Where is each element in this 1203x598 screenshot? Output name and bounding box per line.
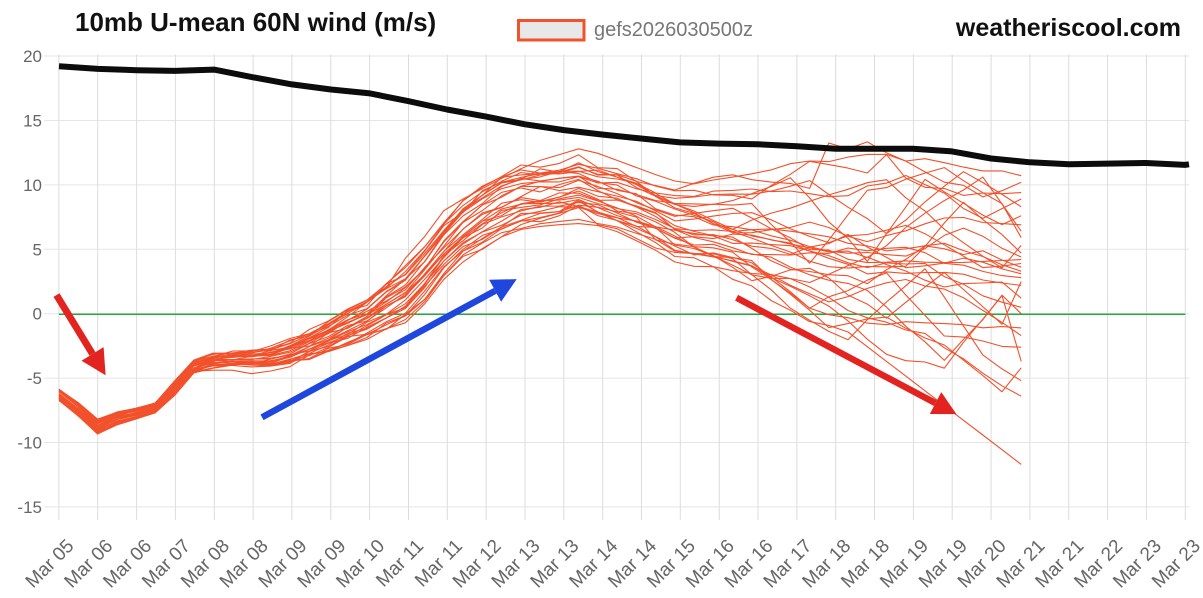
svg-text:0: 0 (33, 305, 42, 324)
svg-text:weatheriscool.com: weatheriscool.com (955, 14, 1181, 42)
svg-text:10mb U-mean 60N wind (m/s): 10mb U-mean 60N wind (m/s) (75, 7, 436, 37)
svg-text:-10: -10 (17, 434, 42, 453)
svg-text:5: 5 (33, 240, 42, 259)
svg-text:-15: -15 (17, 498, 42, 517)
svg-text:10: 10 (23, 176, 42, 195)
svg-text:gefs2026030500z: gefs2026030500z (594, 19, 753, 41)
svg-text:20: 20 (23, 47, 42, 66)
svg-text:-5: -5 (27, 369, 42, 388)
svg-text:15: 15 (23, 112, 42, 131)
